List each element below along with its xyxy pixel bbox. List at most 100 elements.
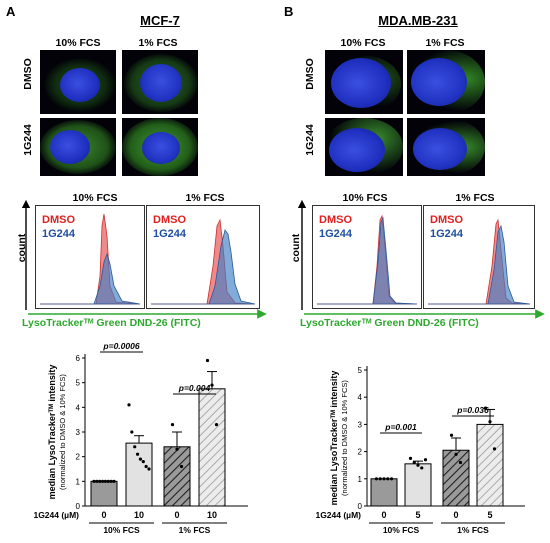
micrograph-a-dmso-1 xyxy=(122,50,198,114)
data-point xyxy=(378,477,382,481)
group-label: 1% FCS xyxy=(457,525,489,535)
flow-histogram-a-1: DMSO 1G244 xyxy=(146,205,260,309)
flow-title-b-1: 1% FCS xyxy=(455,192,495,204)
row-header-a-dmso: DMSO xyxy=(22,58,34,90)
data-point xyxy=(92,479,96,483)
micrograph-b-dmso-1 xyxy=(407,50,485,114)
y-tick-label: 5 xyxy=(76,379,81,388)
bar xyxy=(370,478,398,507)
legend-dmso-a-1: DMSO xyxy=(153,214,186,226)
row-header-b-dmso: DMSO xyxy=(304,58,316,90)
flow-x-label-a: LysoTrackerᵀᴹ Green DND-26 (FITC) xyxy=(22,317,201,329)
data-point xyxy=(423,458,428,462)
p-value-label: p=0.0006 xyxy=(102,341,139,351)
data-point xyxy=(127,403,131,407)
data-point xyxy=(454,452,458,456)
cell-line-title-a: MCF-7 xyxy=(140,13,180,28)
col-header-b-1: 1% FCS xyxy=(425,37,465,49)
data-point xyxy=(420,466,424,470)
bar-chart-b: median LysoTrackerᵀᴹ intensity (normalize… xyxy=(315,366,525,535)
y-axis-sublabel: (normalized to DMSO & 10% FCS) xyxy=(340,380,349,496)
x-category-label: 0 xyxy=(453,510,458,520)
bar xyxy=(90,480,118,507)
data-point xyxy=(386,477,390,481)
data-point xyxy=(130,430,134,434)
data-point xyxy=(449,433,454,437)
data-point xyxy=(112,479,116,483)
row-header-a-1g244: 1G244 xyxy=(22,124,34,156)
panel-letter-a: A xyxy=(6,4,16,19)
data-point xyxy=(138,457,143,461)
col-header-b-10: 10% FCS xyxy=(340,37,386,49)
row-header-b-1g244: 1G244 xyxy=(304,124,316,156)
legend-1g244-b-10: 1G244 xyxy=(319,228,353,240)
data-point xyxy=(95,479,99,483)
data-point xyxy=(103,479,108,483)
y-tick-label: 2 xyxy=(76,453,81,462)
x-category-label: 5 xyxy=(487,510,492,520)
data-point xyxy=(170,423,175,427)
micrograph-b-1g244-1 xyxy=(407,118,485,176)
flow-title-a-10: 10% FCS xyxy=(72,192,118,204)
data-point xyxy=(144,464,148,469)
y-tick-label: 3 xyxy=(358,420,363,429)
data-point xyxy=(106,479,110,483)
bar xyxy=(476,423,504,507)
group-label: 10% FCS xyxy=(383,525,420,535)
x-row-label: 1G244 (µM) xyxy=(315,510,361,520)
x-row-label: 1G244 (µM) xyxy=(33,510,79,520)
data-point xyxy=(488,420,492,424)
micrograph-a-dmso-10 xyxy=(40,50,116,114)
data-point xyxy=(98,479,102,483)
data-point xyxy=(483,406,488,410)
legend-dmso-b-1: DMSO xyxy=(430,214,463,226)
group-label: 10% FCS xyxy=(103,525,140,535)
y-tick-label: 1 xyxy=(358,475,363,484)
col-header-a-1: 1% FCS xyxy=(138,37,178,49)
bar-chart-a: median LysoTrackerᵀᴹ intensity (normalize… xyxy=(33,341,248,535)
bar xyxy=(198,388,226,507)
flow-x-label-b: LysoTrackerᵀᴹ Green DND-26 (FITC) xyxy=(300,317,479,329)
data-point xyxy=(458,460,463,465)
data-point xyxy=(382,477,386,481)
flow-histogram-b-10: DMSO 1G244 xyxy=(312,205,422,309)
legend-dmso-b-10: DMSO xyxy=(319,214,352,226)
x-category-label: 10 xyxy=(207,510,217,520)
bar xyxy=(404,463,432,507)
micrograph-b-1g244-10 xyxy=(325,118,403,176)
legend-1g244-a-1: 1G244 xyxy=(153,228,187,240)
data-point xyxy=(133,445,137,449)
y-tick-label: 4 xyxy=(76,403,81,412)
data-point xyxy=(205,358,210,363)
data-point xyxy=(492,447,497,451)
y-axis-label: median LysoTrackerᵀᴹ intensity xyxy=(329,371,339,506)
flow-histogram-a-10: DMSO 1G244 xyxy=(35,205,145,309)
data-point xyxy=(179,464,184,469)
y-tick-label: 6 xyxy=(76,354,81,363)
legend-1g244-b-1: 1G244 xyxy=(430,228,464,240)
x-category-label: 0 xyxy=(101,510,106,520)
flow-axis-arrows xyxy=(21,199,545,319)
bar xyxy=(163,446,191,507)
panel-letter-b: B xyxy=(284,4,294,19)
legend-1g244-a-10: 1G244 xyxy=(42,228,76,240)
legend-dmso-a-10: DMSO xyxy=(42,214,75,226)
flow-histogram-b-1: DMSO 1G244 xyxy=(423,205,535,309)
group-label: 1% FCS xyxy=(179,525,211,535)
y-tick-label: 0 xyxy=(76,502,81,511)
p-value-label: p=0.036 xyxy=(456,405,489,415)
data-point xyxy=(412,460,416,465)
data-point xyxy=(135,452,140,456)
y-tick-label: 4 xyxy=(358,393,363,402)
micrograph-b-dmso-10 xyxy=(325,50,403,114)
p-value-label: p=0.001 xyxy=(384,422,417,432)
flow-title-a-1: 1% FCS xyxy=(185,192,225,204)
p-value-label: p=0.004 xyxy=(178,383,211,393)
col-header-a-10: 10% FCS xyxy=(55,37,101,49)
x-category-label: 5 xyxy=(415,510,420,520)
y-tick-label: 1 xyxy=(76,477,81,486)
x-category-label: 10 xyxy=(134,510,144,520)
micrograph-a-1g244-10 xyxy=(40,118,116,176)
x-category-label: 0 xyxy=(381,510,386,520)
bar xyxy=(125,442,153,507)
